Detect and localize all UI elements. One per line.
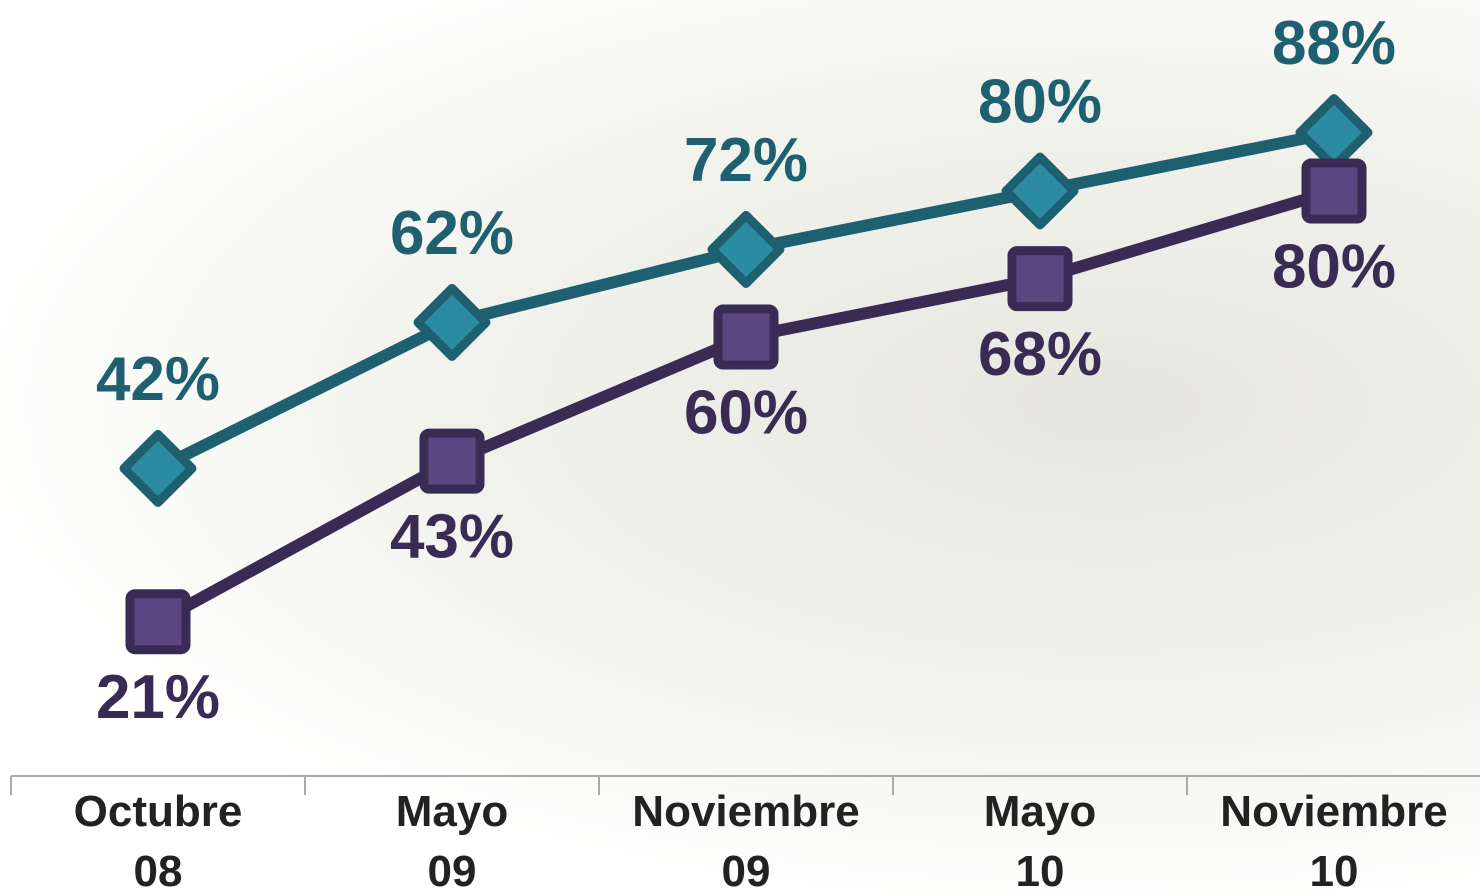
data-label: 43%	[390, 502, 514, 571]
x-tick-label: Mayo 09	[395, 787, 509, 896]
x-tick-label: Noviembre 10	[1220, 787, 1448, 896]
data-label: 80%	[978, 67, 1102, 136]
marker	[413, 283, 491, 361]
data-label: 72%	[684, 126, 808, 195]
marker	[1295, 94, 1373, 172]
data-label: 88%	[1272, 9, 1396, 78]
marker	[1301, 158, 1367, 224]
marker	[419, 428, 485, 494]
data-label: 68%	[978, 320, 1102, 389]
data-label: 80%	[1272, 232, 1396, 301]
data-label: 62%	[390, 199, 514, 268]
data-label: 21%	[96, 663, 220, 732]
data-label: 42%	[96, 345, 220, 414]
x-tick-label: Octubre 08	[73, 787, 243, 896]
x-tick-label: Noviembre 09	[632, 787, 860, 896]
marker	[125, 589, 191, 655]
marker	[707, 210, 785, 288]
marker	[1001, 152, 1079, 230]
marker	[1007, 246, 1073, 312]
marker	[119, 429, 197, 507]
x-tick-label: Mayo 10	[983, 787, 1097, 896]
data-label: 60%	[684, 378, 808, 447]
marker	[713, 304, 779, 370]
